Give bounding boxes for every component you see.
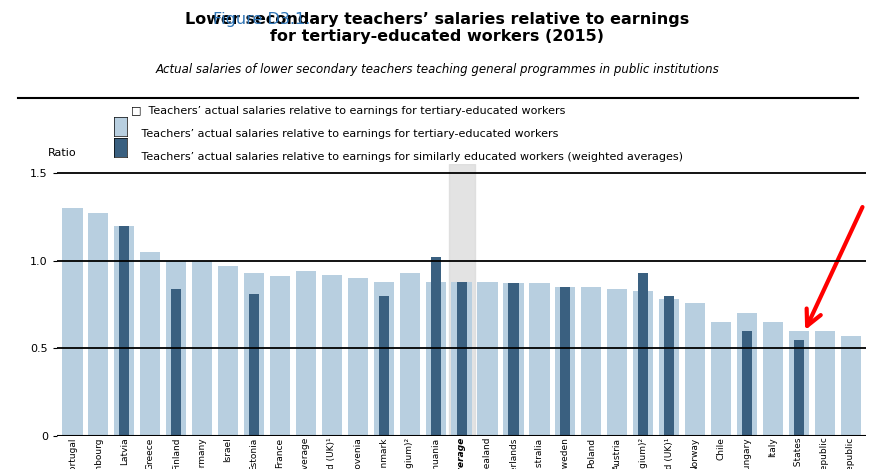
Bar: [192, 261, 213, 436]
Bar: [478, 282, 498, 436]
Text: Teachers’ actual salaries relative to earnings for similarly educated workers (w: Teachers’ actual salaries relative to ea…: [131, 152, 683, 162]
Bar: [322, 275, 342, 436]
Bar: [249, 294, 259, 436]
Text: Lower secondary teachers’ salaries relative to earnings
for tertiary-educated wo: Lower secondary teachers’ salaries relat…: [186, 12, 690, 44]
Bar: [270, 276, 290, 436]
Bar: [503, 283, 523, 436]
Bar: [119, 226, 130, 436]
Bar: [815, 331, 835, 436]
Bar: [529, 283, 550, 436]
Bar: [508, 283, 519, 436]
Bar: [737, 313, 757, 436]
Bar: [172, 289, 181, 436]
Bar: [633, 290, 654, 436]
Bar: [115, 226, 135, 436]
Bar: [425, 282, 445, 436]
Text: Actual salaries of lower secondary teachers teaching general programmes in publi: Actual salaries of lower secondary teach…: [156, 63, 719, 76]
Bar: [218, 266, 238, 436]
Bar: [140, 252, 160, 436]
Bar: [794, 340, 804, 436]
Bar: [400, 273, 420, 436]
Bar: [556, 287, 576, 436]
Bar: [685, 303, 705, 436]
Bar: [581, 287, 601, 436]
Bar: [449, 164, 474, 436]
Bar: [88, 213, 108, 436]
Bar: [430, 257, 441, 436]
Bar: [560, 287, 570, 436]
Bar: [457, 282, 466, 436]
Bar: [379, 296, 388, 436]
Bar: [742, 331, 752, 436]
Bar: [244, 273, 264, 436]
Bar: [347, 278, 367, 436]
Bar: [374, 282, 394, 436]
Bar: [788, 331, 808, 436]
Bar: [166, 261, 186, 436]
Bar: [664, 296, 674, 436]
Bar: [452, 282, 472, 436]
Bar: [659, 299, 679, 436]
Bar: [638, 273, 648, 436]
Bar: [296, 271, 316, 436]
Bar: [710, 322, 731, 436]
Bar: [62, 208, 82, 436]
Text: Ratio: Ratio: [48, 148, 77, 158]
Text: □  Teachers’ actual salaries relative to earnings for tertiary-educated workers: □ Teachers’ actual salaries relative to …: [131, 106, 565, 115]
Text: Figure D3.1.: Figure D3.1.: [213, 12, 310, 27]
Text: Teachers’ actual salaries relative to earnings for tertiary-educated workers: Teachers’ actual salaries relative to ea…: [131, 129, 558, 139]
Bar: [763, 322, 783, 436]
Bar: [607, 289, 627, 436]
Bar: [841, 336, 861, 436]
